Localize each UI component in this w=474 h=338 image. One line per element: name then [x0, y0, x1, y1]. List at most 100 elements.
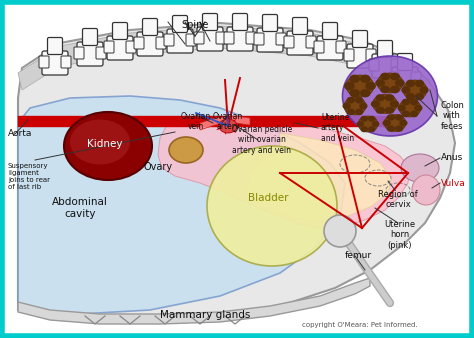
FancyBboxPatch shape: [224, 32, 234, 44]
Ellipse shape: [387, 125, 395, 132]
FancyBboxPatch shape: [322, 23, 337, 40]
FancyBboxPatch shape: [126, 41, 136, 53]
FancyBboxPatch shape: [167, 29, 193, 53]
FancyBboxPatch shape: [314, 41, 324, 53]
Text: Region of
cervix: Region of cervix: [378, 190, 418, 210]
Text: Mammary glands: Mammary glands: [160, 310, 250, 320]
FancyBboxPatch shape: [112, 23, 128, 40]
FancyBboxPatch shape: [186, 34, 196, 46]
Ellipse shape: [360, 116, 368, 122]
Text: Bladder: Bladder: [248, 193, 288, 203]
Ellipse shape: [373, 95, 398, 114]
Text: Vulva: Vulva: [441, 178, 466, 188]
Ellipse shape: [346, 97, 355, 103]
Ellipse shape: [356, 121, 364, 127]
FancyBboxPatch shape: [216, 32, 226, 44]
Ellipse shape: [368, 116, 375, 122]
Ellipse shape: [64, 112, 152, 180]
Ellipse shape: [415, 80, 424, 87]
Ellipse shape: [401, 99, 410, 105]
Ellipse shape: [360, 89, 371, 97]
Ellipse shape: [70, 120, 130, 165]
Ellipse shape: [395, 114, 403, 121]
Ellipse shape: [371, 100, 380, 107]
Ellipse shape: [358, 116, 378, 132]
Polygon shape: [18, 23, 455, 316]
FancyBboxPatch shape: [317, 36, 343, 60]
FancyBboxPatch shape: [398, 53, 412, 71]
FancyBboxPatch shape: [194, 32, 204, 44]
FancyBboxPatch shape: [369, 59, 379, 71]
FancyBboxPatch shape: [61, 56, 71, 68]
Ellipse shape: [383, 120, 391, 126]
Ellipse shape: [390, 73, 400, 80]
Ellipse shape: [355, 97, 364, 103]
Ellipse shape: [346, 75, 374, 97]
FancyBboxPatch shape: [377, 41, 392, 57]
Polygon shape: [18, 26, 420, 90]
Text: Ovarian
artery: Ovarian artery: [213, 112, 243, 131]
FancyBboxPatch shape: [347, 44, 373, 68]
Ellipse shape: [349, 75, 360, 83]
Polygon shape: [18, 278, 370, 324]
Text: Colon
with
feces: Colon with feces: [440, 101, 464, 131]
Ellipse shape: [368, 126, 375, 132]
Ellipse shape: [377, 73, 403, 93]
Text: Anus: Anus: [441, 153, 463, 163]
Ellipse shape: [410, 99, 419, 105]
Ellipse shape: [384, 115, 406, 131]
FancyBboxPatch shape: [197, 27, 223, 51]
Ellipse shape: [207, 146, 337, 266]
Ellipse shape: [406, 80, 415, 87]
Ellipse shape: [375, 79, 385, 87]
Ellipse shape: [365, 82, 376, 90]
Ellipse shape: [355, 108, 364, 115]
FancyBboxPatch shape: [246, 32, 256, 44]
FancyBboxPatch shape: [42, 51, 68, 75]
FancyBboxPatch shape: [164, 34, 174, 46]
Ellipse shape: [398, 104, 406, 112]
Ellipse shape: [375, 94, 385, 101]
Text: Ovary: Ovary: [144, 162, 173, 172]
Ellipse shape: [360, 126, 368, 132]
FancyBboxPatch shape: [39, 56, 49, 68]
FancyBboxPatch shape: [156, 37, 166, 49]
Ellipse shape: [403, 80, 427, 100]
FancyBboxPatch shape: [263, 15, 277, 31]
Ellipse shape: [410, 111, 419, 117]
FancyBboxPatch shape: [391, 59, 401, 71]
FancyBboxPatch shape: [104, 41, 114, 53]
Circle shape: [324, 215, 356, 247]
FancyBboxPatch shape: [306, 36, 316, 48]
FancyBboxPatch shape: [392, 67, 418, 91]
FancyBboxPatch shape: [47, 38, 63, 54]
Polygon shape: [158, 120, 410, 228]
Ellipse shape: [395, 79, 405, 87]
FancyBboxPatch shape: [372, 54, 398, 78]
Ellipse shape: [387, 114, 395, 121]
Ellipse shape: [401, 111, 410, 117]
FancyBboxPatch shape: [276, 33, 286, 45]
Ellipse shape: [346, 108, 355, 115]
Ellipse shape: [342, 102, 351, 110]
Ellipse shape: [344, 97, 366, 115]
Ellipse shape: [414, 104, 422, 112]
Ellipse shape: [219, 119, 237, 133]
Ellipse shape: [399, 120, 408, 126]
FancyBboxPatch shape: [137, 32, 163, 56]
FancyBboxPatch shape: [143, 19, 157, 35]
FancyBboxPatch shape: [284, 36, 294, 48]
Ellipse shape: [349, 89, 360, 97]
FancyBboxPatch shape: [366, 49, 376, 61]
Text: Uterine
horn
(pink): Uterine horn (pink): [384, 220, 416, 250]
Ellipse shape: [385, 107, 394, 114]
Ellipse shape: [412, 175, 440, 205]
Ellipse shape: [401, 154, 439, 182]
FancyBboxPatch shape: [202, 14, 218, 30]
FancyBboxPatch shape: [344, 49, 354, 61]
Text: Abdominal
cavity: Abdominal cavity: [52, 197, 108, 219]
Ellipse shape: [401, 86, 410, 94]
Ellipse shape: [395, 125, 403, 132]
Ellipse shape: [343, 56, 438, 136]
Text: copyright O'Meara: Pet Informed.: copyright O'Meara: Pet Informed.: [302, 322, 418, 328]
